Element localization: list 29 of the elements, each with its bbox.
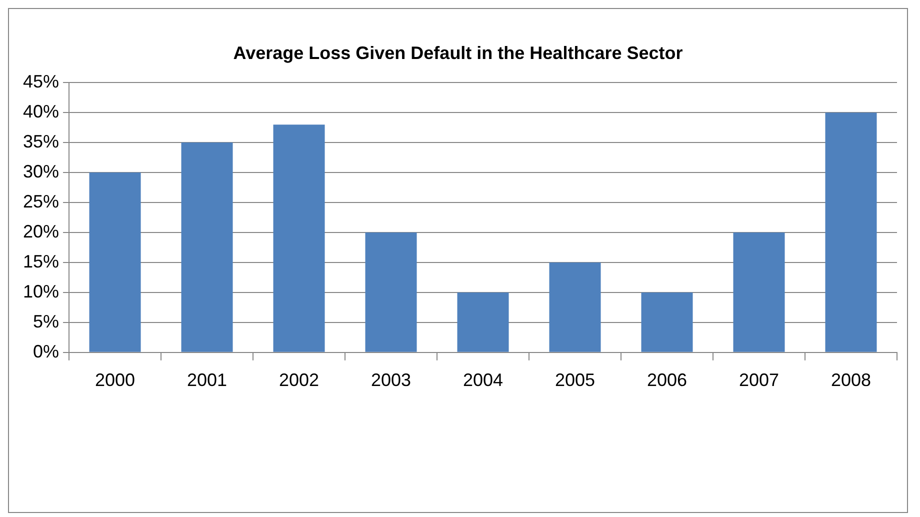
y-tick-label: 5%	[33, 311, 60, 332]
y-tick-label: 25%	[22, 191, 60, 212]
y-tick-label: 20%	[22, 221, 60, 242]
bar	[89, 172, 141, 352]
y-tick-label: 35%	[22, 132, 60, 152]
x-tick-label: 2005	[554, 370, 596, 390]
y-tick-label: 30%	[22, 162, 60, 182]
bar	[181, 142, 233, 352]
bar	[641, 292, 693, 352]
bar	[273, 124, 325, 352]
bar	[733, 232, 785, 352]
bar	[825, 112, 877, 352]
x-tick-label: 2007	[738, 370, 780, 390]
bar	[457, 292, 509, 352]
y-tick-label: 45%	[22, 72, 60, 92]
bar	[365, 232, 417, 352]
x-tick-label: 2000	[95, 370, 136, 390]
x-tick-label: 2001	[187, 370, 228, 390]
chart-title: Average Loss Given Default in the Healthcare Sector	[233, 42, 683, 63]
x-tick-label: 2008	[830, 370, 872, 390]
y-tick-label: 0%	[33, 341, 60, 362]
y-tick-label: 40%	[22, 102, 60, 122]
x-tick-label: 2003	[370, 370, 412, 390]
bar	[549, 262, 601, 352]
x-tick-label: 2004	[462, 370, 504, 390]
y-tick-label: 15%	[22, 251, 60, 272]
y-tick-label: 10%	[22, 281, 60, 302]
x-tick-label: 2002	[278, 370, 320, 390]
x-tick-label: 2006	[646, 370, 688, 390]
